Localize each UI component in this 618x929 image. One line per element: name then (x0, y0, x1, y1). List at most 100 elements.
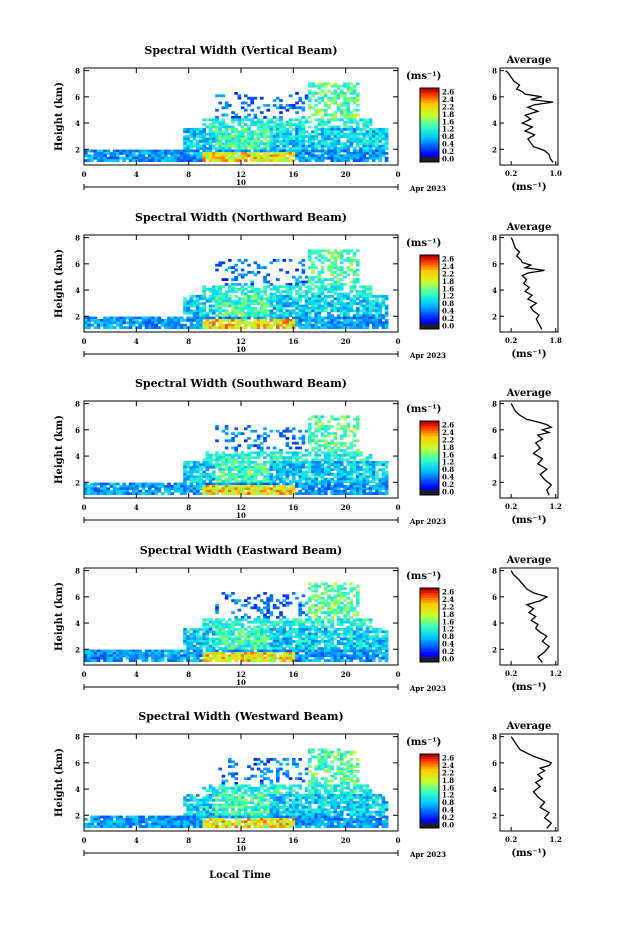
heatmap-cell (247, 482, 251, 486)
heatmap-cell (279, 268, 283, 272)
heatmap-cell (365, 125, 370, 129)
heatmap-cell (231, 135, 235, 138)
heatmap-cell (327, 461, 331, 464)
heatmap-cell (128, 656, 133, 660)
heatmap-cell (173, 149, 178, 153)
heatmap-cell (109, 152, 114, 155)
colorbar-segment (420, 450, 439, 454)
heatmap-cell (282, 640, 286, 643)
heatmap-cell (221, 470, 226, 474)
heatmap-cell (269, 149, 274, 153)
heatmap-cell (308, 618, 312, 622)
heatmap-cell (84, 149, 88, 153)
heatmap-cell (215, 630, 219, 634)
heatmap-cell (352, 130, 357, 134)
heatmap-cell (247, 118, 251, 122)
heatmap-cell (372, 152, 376, 155)
colorbar-tick-label: 1.8 (442, 443, 454, 452)
heatmap-cell (314, 118, 318, 122)
heatmap-cell (196, 656, 200, 660)
heatmap-cell (228, 654, 232, 658)
heatmap-cell (90, 316, 94, 320)
heatmap-cell (93, 156, 98, 160)
heatmap-cell (362, 473, 366, 476)
heatmap-cell (90, 482, 94, 486)
heatmap-cell (263, 128, 267, 131)
heatmap-cell (122, 319, 126, 322)
heatmap-cell (304, 632, 309, 636)
heatmap-cell (349, 89, 354, 93)
heatmap-cell (228, 319, 232, 322)
heatmap-cell (378, 137, 382, 141)
heatmap-cell (266, 480, 270, 483)
heatmap-cell (256, 266, 261, 269)
heatmap-cell (183, 487, 187, 491)
heatmap-cell (308, 485, 312, 488)
heatmap-cell (263, 618, 267, 622)
heatmap-cell (324, 444, 328, 447)
heatmap-cell (301, 144, 306, 148)
heatmap-cell (359, 137, 363, 141)
heatmap-cell (84, 154, 88, 158)
heatmap-cell (384, 461, 389, 464)
heatmap-cell (116, 323, 120, 327)
heatmap-cell (327, 278, 331, 281)
heatmap-cell (218, 630, 222, 634)
heatmap-cell (298, 630, 302, 634)
heatmap-cell (343, 480, 347, 483)
heatmap-cell (231, 302, 235, 305)
heatmap-cells (84, 82, 389, 162)
heatmap-cell (343, 154, 347, 158)
heatmap-cell (285, 456, 290, 459)
heatmap-cell (100, 152, 104, 155)
heatmap-cell (356, 417, 360, 421)
heatmap-cell (196, 295, 200, 298)
heatmap-cell (260, 451, 264, 455)
heatmap-cell (132, 319, 136, 322)
heatmap-cell (112, 656, 117, 660)
heatmap-cell (343, 477, 347, 481)
heatmap-cell (282, 654, 286, 658)
heatmap-cell (228, 628, 232, 631)
heatmap-cell (266, 299, 270, 303)
heatmap-cell (263, 463, 267, 467)
heatmap-cell (279, 149, 283, 153)
heatmap-cell (317, 429, 322, 433)
profile-x-tick-label: 1.2 (550, 502, 562, 511)
heatmap-cell (308, 611, 312, 614)
heatmap-cell (218, 642, 222, 646)
heatmap-cell (375, 302, 379, 305)
heatmap-cell (215, 299, 219, 303)
heatmap-cell (199, 637, 203, 641)
heatmap-cell (167, 485, 171, 488)
heatmap-cell (202, 142, 206, 146)
heatmap-cell (295, 311, 299, 315)
heatmap-cell (311, 307, 315, 310)
heatmap-cell (314, 311, 318, 315)
heatmap-cell (295, 473, 299, 476)
heatmap-cell (221, 482, 226, 486)
heatmap-cell (375, 319, 379, 322)
heatmap-cell (381, 492, 386, 495)
heatmap-cell (224, 640, 229, 643)
heatmap-cell (237, 492, 242, 495)
heatmap-cell (298, 644, 302, 648)
colorbar-segment (420, 100, 439, 104)
heatmap-cell (359, 487, 363, 491)
heatmap-cell (368, 137, 373, 141)
heatmap-cell (237, 144, 242, 148)
heatmap-cell (340, 477, 344, 481)
heatmap-cell (368, 314, 373, 317)
heatmap-cell (308, 647, 312, 650)
heatmap-cell (173, 321, 178, 325)
heatmap-cell (103, 154, 107, 158)
heatmap-cell (276, 461, 280, 464)
x-tick-label: 4 (134, 337, 139, 346)
heatmap-cell (285, 596, 290, 600)
profile-title: Average (506, 55, 552, 66)
heatmap-cell (282, 154, 286, 158)
heatmap-cell (256, 608, 261, 612)
heatmap-cell (154, 654, 158, 658)
heatmap-cell (298, 295, 302, 298)
heatmap-cell (352, 108, 357, 112)
